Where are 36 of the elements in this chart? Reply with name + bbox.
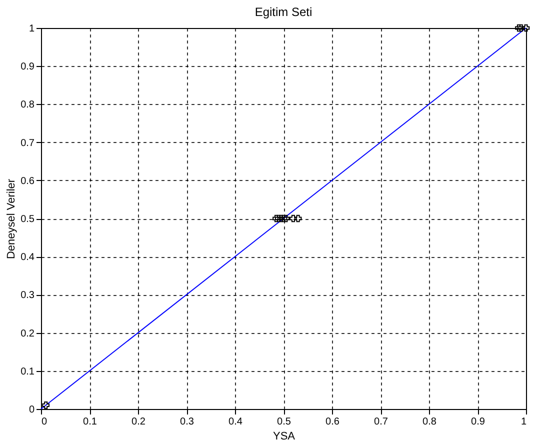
point — [272, 214, 280, 222]
x-tick-label: 0 — [42, 416, 48, 428]
point — [522, 24, 530, 32]
y-tick-label: 0.9 — [20, 62, 35, 73]
x-tick-label: 0.8 — [422, 416, 437, 428]
point — [515, 24, 522, 32]
y-tick-label: 1 — [28, 24, 35, 34]
y-tick-label: 0.6 — [20, 176, 35, 187]
y-tick-label: 0.5 — [20, 214, 35, 225]
chart-title: Egitim Seti — [254, 4, 312, 19]
y-tick-label: 0.4 — [20, 252, 35, 264]
point — [282, 214, 290, 222]
point — [280, 214, 288, 222]
y-tick-label: 0.2 — [20, 328, 35, 340]
point — [294, 214, 302, 222]
x-tick-label: 1 — [520, 416, 527, 428]
y-tick-label: 0.3 — [20, 290, 35, 302]
y-axis-title: Deneysel Veriler — [6, 178, 18, 260]
point — [517, 24, 525, 32]
x-tick-label: 0.2 — [132, 416, 146, 428]
point — [290, 214, 297, 222]
y-tick-label: 0.8 — [20, 100, 35, 111]
x-tick-label: 0.5 — [277, 416, 292, 428]
x-tick-label: 0.3 — [180, 416, 194, 428]
point — [42, 402, 50, 409]
x-tick-label: 0.6 — [326, 416, 340, 428]
x-tick-label: 0.7 — [374, 416, 388, 428]
x-tick-label: 0.1 — [83, 416, 98, 428]
y-tick-label: 0 — [28, 404, 35, 416]
x-tick-label: 0.9 — [471, 416, 486, 428]
y-tick-label: 0.7 — [20, 138, 35, 149]
point — [274, 214, 282, 222]
x-tick-label: 0.4 — [228, 416, 243, 428]
point — [277, 214, 285, 222]
y-tick-label: 0.1 — [20, 366, 35, 378]
x-axis-title: YSA — [272, 430, 296, 442]
